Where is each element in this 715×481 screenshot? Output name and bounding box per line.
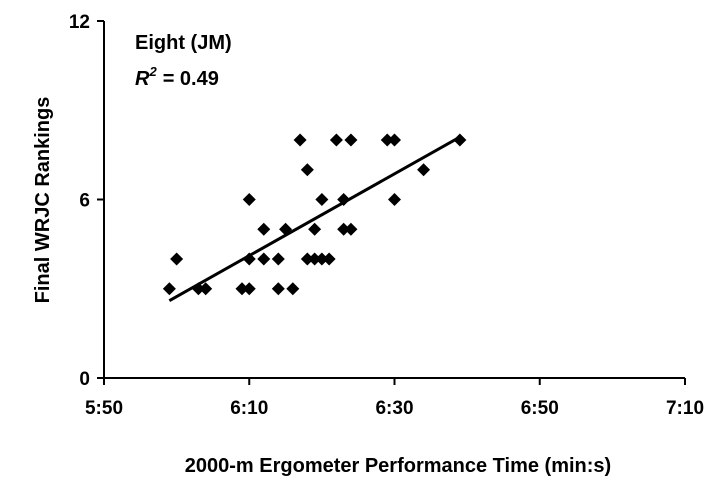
data-point [329, 133, 343, 147]
x-tick-label: 7:10 [666, 398, 704, 419]
data-point [344, 133, 358, 147]
data-point [242, 282, 256, 296]
x-axis-title: 2000-m Ergometer Performance Time (min:s… [185, 455, 611, 477]
x-tick-label: 6:10 [230, 398, 268, 419]
data-point [257, 252, 271, 266]
trendline [168, 135, 461, 302]
x-tick-label: 5:50 [85, 398, 123, 419]
data-point [453, 133, 467, 147]
data-point [315, 252, 329, 266]
data-point [271, 252, 285, 266]
data-point [388, 133, 401, 147]
data-point [293, 133, 307, 147]
data-point [417, 163, 431, 177]
data-point [242, 193, 256, 206]
data-point [199, 282, 213, 296]
data-point [235, 282, 249, 296]
y-tick-label: 0 [79, 369, 90, 390]
r-squared-value: = 0.49 [163, 68, 219, 90]
y-axis-title: Final WRJC Rankings [32, 97, 54, 304]
data-point [322, 252, 336, 266]
y-tick-label: 12 [69, 12, 90, 33]
data-point [344, 222, 358, 236]
data-points [162, 133, 467, 296]
y-tick-label: 6 [79, 191, 90, 212]
axis-ticks: 5:50 6:10 6:30 6:50 7:10 0 6 12 [69, 12, 704, 419]
data-point [315, 193, 329, 206]
r-squared-superscript: 2 [148, 64, 157, 79]
r-squared-symbol: R [135, 68, 150, 90]
data-point [380, 133, 394, 147]
data-point [279, 222, 293, 236]
data-point [271, 282, 285, 296]
data-point [300, 163, 314, 177]
data-point [170, 252, 184, 266]
data-point [286, 282, 300, 296]
data-point [300, 252, 314, 266]
trendline-group [168, 135, 461, 302]
x-tick-label: 6:30 [375, 398, 413, 419]
data-point [337, 193, 351, 206]
data-point [308, 222, 322, 236]
data-point [308, 252, 322, 266]
data-point [388, 193, 401, 206]
annotation-title: Eight (JM) [135, 32, 232, 54]
x-tick-label: 6:50 [521, 398, 559, 419]
data-point [257, 222, 271, 236]
data-point [162, 282, 176, 296]
data-point [191, 282, 205, 296]
annotation-r-squared: R2 = 0.49 [135, 64, 219, 90]
data-point [242, 252, 256, 266]
data-point [337, 222, 351, 236]
